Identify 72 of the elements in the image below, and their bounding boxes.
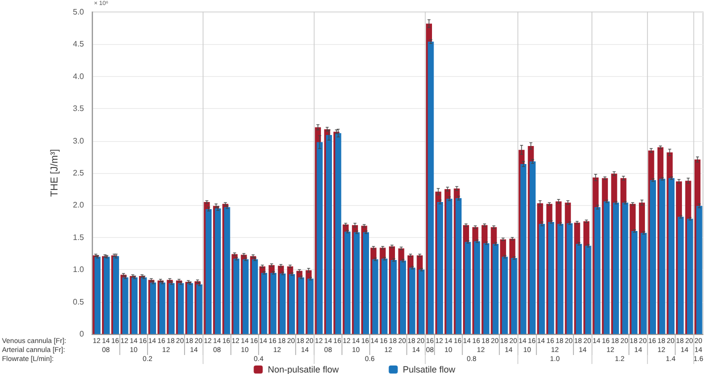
bar [150,282,156,334]
bar [326,135,332,334]
bar [511,258,518,334]
bar [668,178,674,334]
bar [242,259,249,334]
bar [659,178,666,334]
legend-label: Non-pulsatile flow [268,364,340,374]
bar [520,164,526,334]
y-tick-label: 2.5 [72,168,85,178]
bar [530,161,536,334]
bar [687,218,694,334]
bar [650,180,656,334]
y-tick-label: 2.0 [72,200,85,210]
legend-label: Pulsatile flow [402,364,456,374]
bar [214,208,221,334]
bar [576,244,582,334]
bar [261,272,268,334]
bar [316,142,323,334]
bar [270,272,276,334]
y-axis-title: THE [J/m³] [50,148,60,197]
bar [344,232,350,334]
bar [604,201,610,334]
y-tick-label: 5.0 [72,8,85,16]
bar [178,283,184,334]
bar [354,232,360,334]
bar [566,223,573,334]
bar [288,274,295,334]
bar [233,258,240,334]
y-tick-label: 4.0 [72,72,85,81]
bar [382,258,388,334]
bar [428,42,434,334]
bar [456,198,462,334]
bar [622,202,628,334]
y-tick-label: 0 [80,330,85,338]
bar [196,284,202,334]
bar [280,273,286,334]
bar [492,244,499,334]
bar [640,232,647,334]
bar [612,202,619,334]
y-tick-label: 1.5 [72,232,85,242]
bar [363,232,369,334]
bar [252,259,258,334]
bar [678,216,684,334]
bar [400,260,406,334]
bar [418,270,425,334]
bar [483,243,490,334]
bar [548,222,554,334]
bar [307,278,314,334]
bar [594,207,600,334]
bar [585,246,592,334]
bar [298,277,304,334]
bar [390,260,397,334]
bar [122,277,128,334]
bar [631,230,638,334]
bar [372,259,378,334]
y-tick-label: 0.5 [72,297,85,306]
y-tick-label: 1.0 [72,265,85,274]
y-tick-label: 4.5 [72,40,85,49]
bar [502,256,508,334]
bar [446,198,452,334]
bar [224,207,230,334]
bar [168,283,175,334]
bar [437,202,444,334]
y-tick-label: 3.0 [72,136,85,146]
bar [409,268,416,334]
bar [557,224,564,334]
bar [474,241,480,334]
bar [696,206,702,334]
bar [206,209,212,334]
bar [538,224,545,334]
y-tick-label: 3.5 [72,104,85,114]
bar [464,242,471,334]
